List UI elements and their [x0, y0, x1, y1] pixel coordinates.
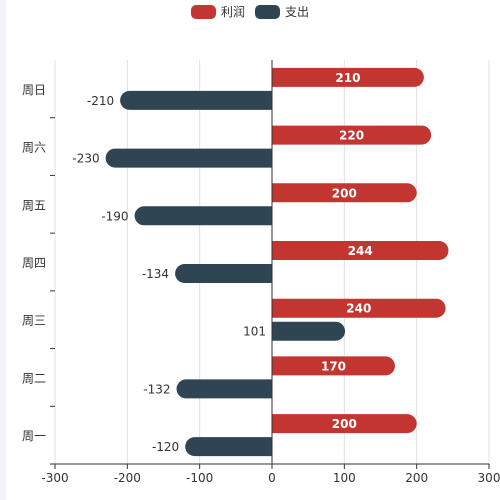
profit-data-label-5: 220 — [339, 129, 364, 143]
expense-data-label-6: -210 — [87, 94, 114, 108]
y-category-label-4: 周五 — [22, 198, 46, 212]
profit-data-label-3: 244 — [348, 244, 373, 258]
left-edge-strip — [0, 0, 6, 500]
chart-legend: 利润 支出 — [0, 3, 500, 20]
legend-swatch-expense — [255, 4, 280, 19]
profit-data-label-4: 200 — [332, 186, 357, 200]
expense-data-label-0: -120 — [152, 440, 179, 454]
y-category-label-0: 周一 — [22, 429, 46, 443]
legend-item-profit[interactable]: 利润 — [190, 3, 245, 20]
y-category-label-2: 周三 — [22, 314, 46, 328]
y-category-label-5: 周六 — [22, 141, 46, 155]
profit-data-label-0: 200 — [332, 417, 357, 431]
expense-bar-1 — [176, 379, 272, 399]
x-tick-label-5: 200 — [405, 471, 428, 485]
y-category-label-3: 周四 — [22, 256, 46, 270]
x-tick-label-0: -300 — [41, 471, 68, 485]
profit-bar-3 — [272, 241, 449, 260]
y-category-label-6: 周日 — [22, 83, 46, 97]
profit-data-label-2: 240 — [346, 302, 371, 316]
expense-bar-4 — [134, 206, 272, 226]
profit-data-label-6: 210 — [335, 71, 360, 85]
profit-bar-0 — [272, 414, 417, 434]
expense-bar-6 — [120, 90, 272, 110]
expense-bar-3 — [175, 264, 272, 283]
expense-data-label-5: -230 — [72, 152, 99, 166]
x-tick-label-3: 0 — [268, 471, 276, 485]
profit-data-label-1: 170 — [321, 359, 346, 373]
x-tick-label-1: -200 — [114, 471, 141, 485]
legend-swatch-profit — [190, 4, 216, 19]
expense-data-label-3: -134 — [142, 267, 169, 281]
x-tick-label-2: -100 — [186, 471, 213, 485]
expense-data-label-1: -132 — [143, 382, 170, 396]
profit-bar-1 — [272, 356, 395, 376]
profit-bar-2 — [272, 298, 446, 318]
profit-bar-4 — [272, 183, 417, 203]
x-tick-label-6: 300 — [478, 471, 500, 485]
expense-bar-2 — [272, 321, 346, 341]
y-category-label-1: 周二 — [22, 371, 46, 385]
expense-bar-5 — [105, 148, 272, 168]
expense-bar-0 — [185, 437, 272, 457]
profit-bar-6 — [272, 67, 424, 87]
legend-label-profit: 利润 — [220, 5, 245, 19]
legend-label-expense: 支出 — [285, 5, 310, 19]
x-tick-label-4: 100 — [333, 471, 356, 485]
expense-data-label-4: -190 — [101, 209, 128, 223]
profit-bar-5 — [272, 125, 432, 145]
legend-item-expense[interactable]: 支出 — [255, 3, 309, 20]
expense-data-label-2: 101 — [243, 325, 266, 339]
